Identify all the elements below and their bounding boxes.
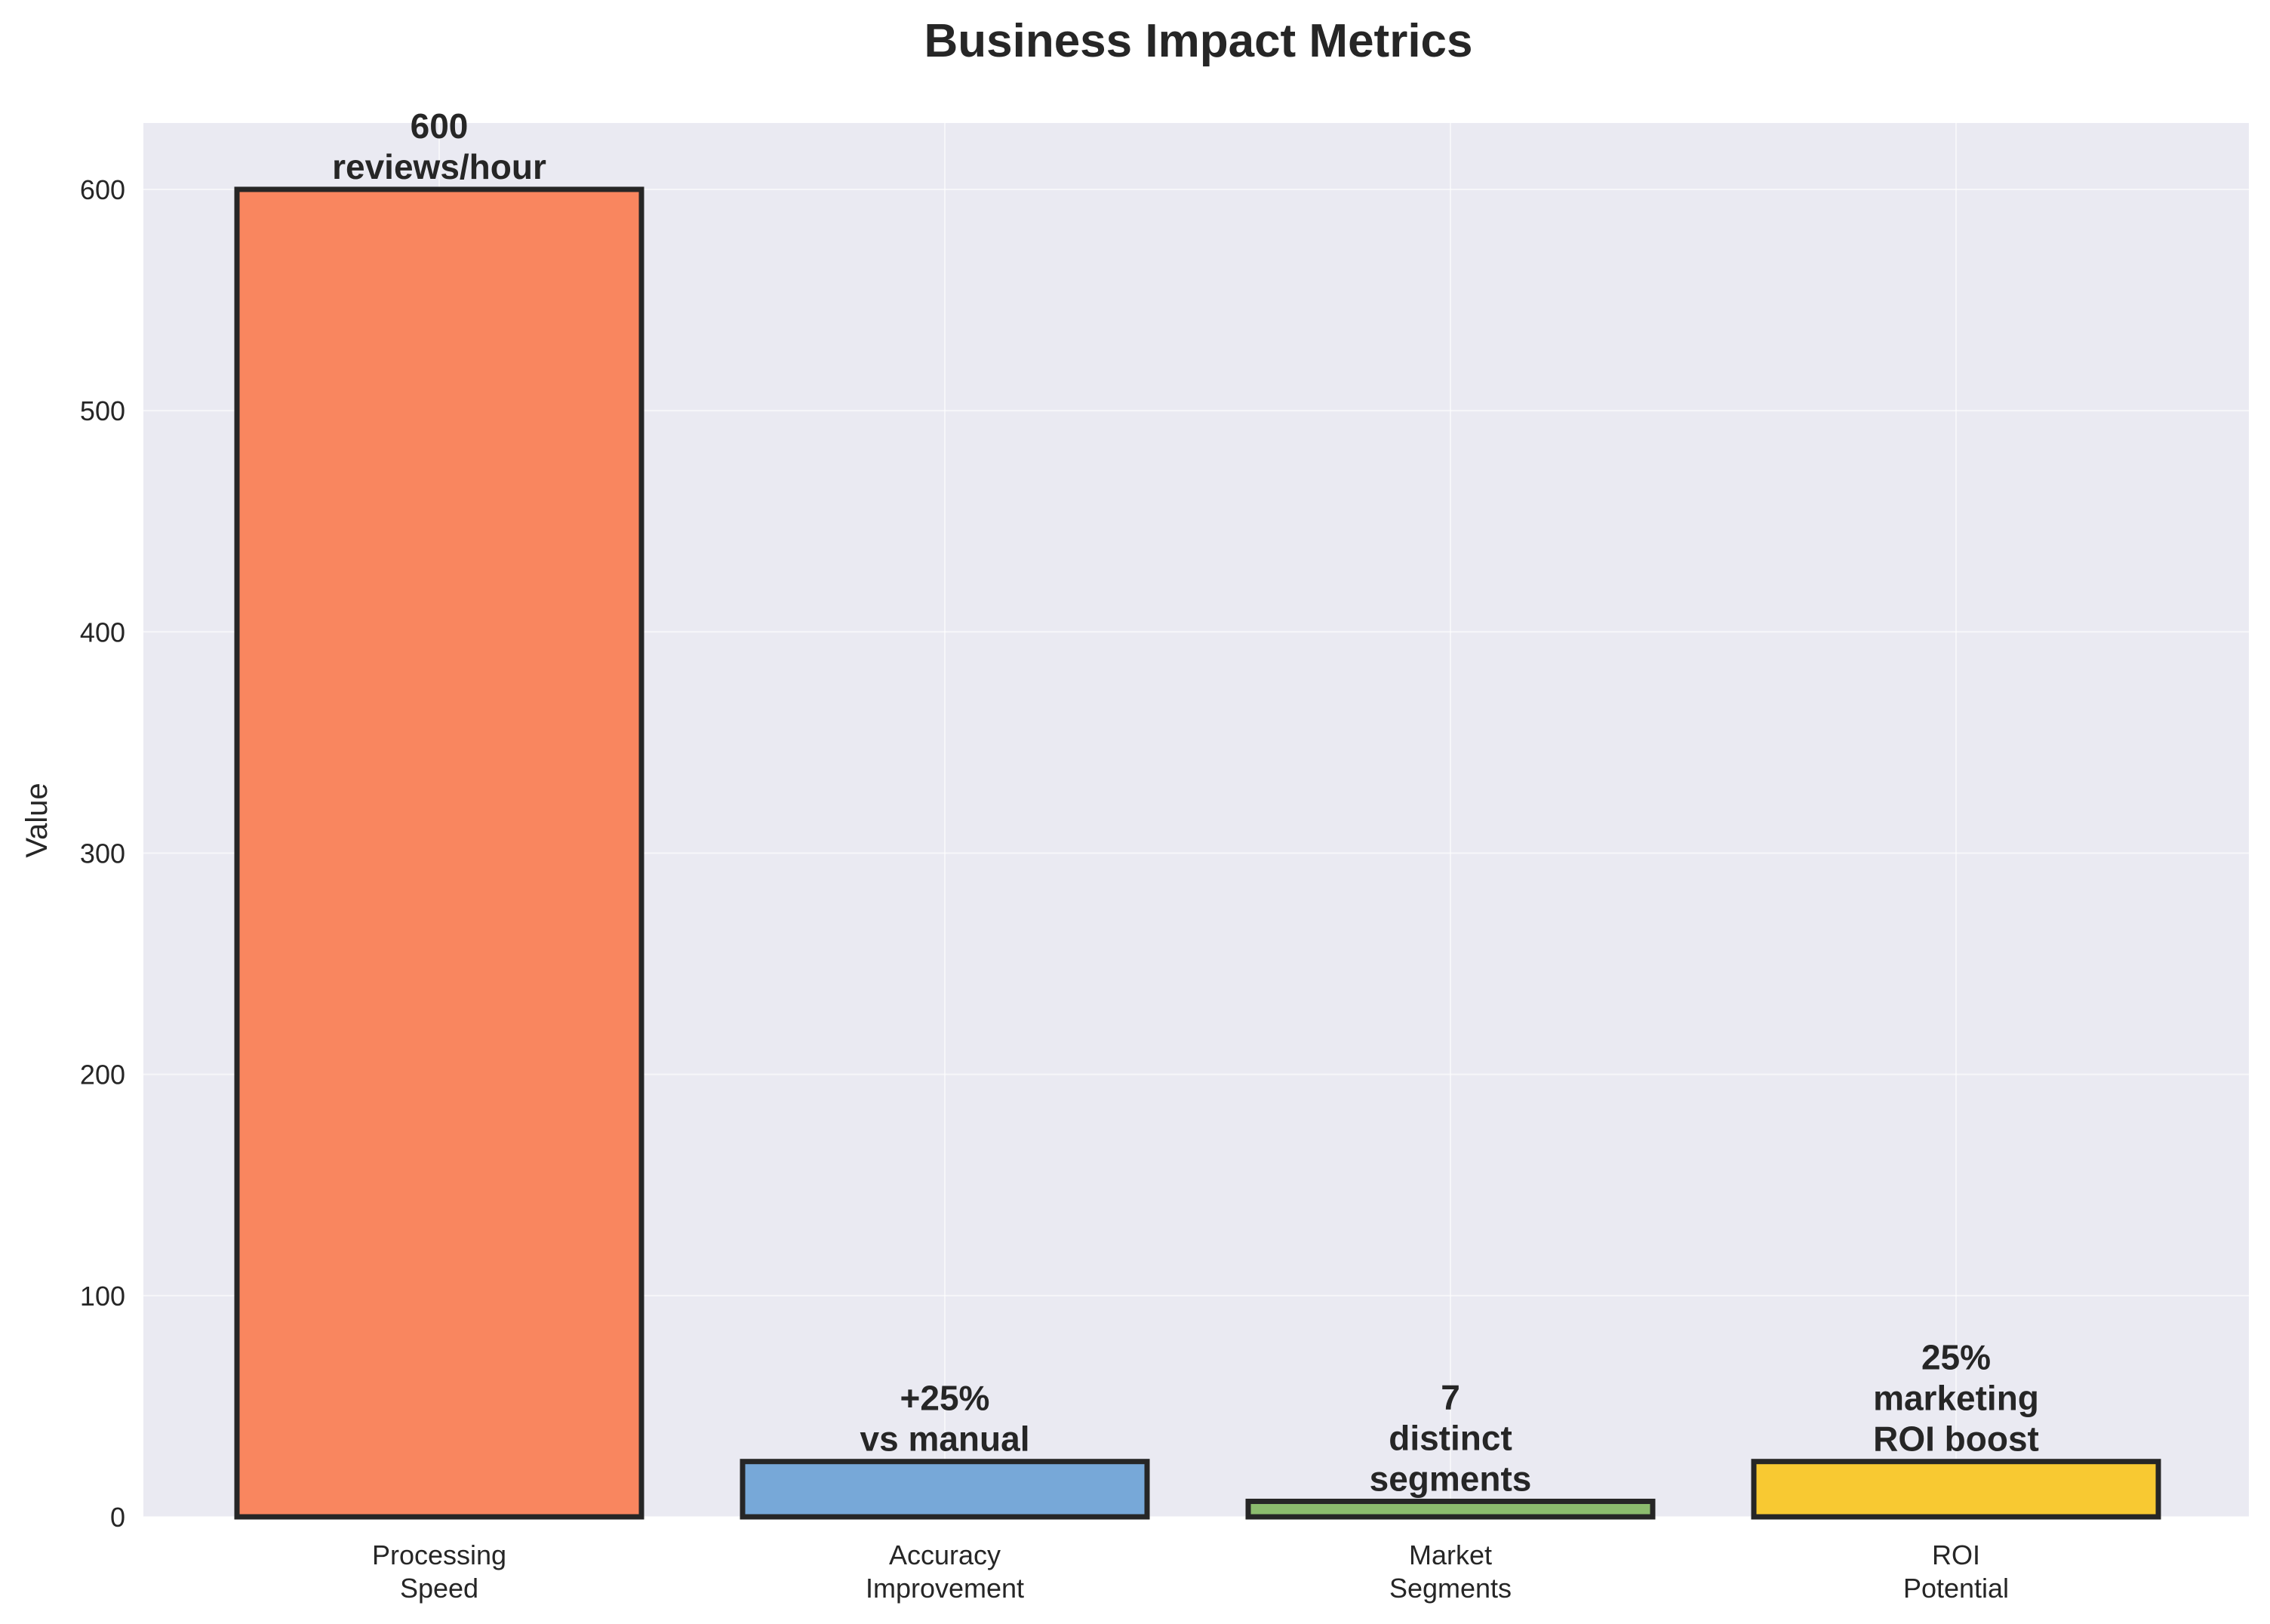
y-tick-label: 400 bbox=[80, 617, 125, 647]
y-tick-label: 0 bbox=[110, 1502, 125, 1533]
bar-labels: 600 reviews/hour +25% vs manual 7 distinct seg… bbox=[332, 106, 2039, 1499]
y-axis-ticks: 0 100 200 300 400 500 600 bbox=[80, 174, 125, 1533]
bars bbox=[234, 186, 2161, 1520]
bar-value-label: 25% marketing ROI boost bbox=[1873, 1338, 2039, 1459]
bar-value-label: +25% vs manual bbox=[860, 1379, 1030, 1459]
bar-value-label: 7 distinct segments bbox=[1370, 1377, 1532, 1498]
bar bbox=[1245, 1498, 1656, 1520]
y-tick-label: 600 bbox=[80, 174, 125, 205]
x-tick-label: Processing Speed bbox=[372, 1539, 506, 1604]
y-tick-label: 100 bbox=[80, 1281, 125, 1312]
y-tick-label: 500 bbox=[80, 395, 125, 426]
x-tick-label: ROI Potential bbox=[1903, 1539, 2009, 1604]
x-tick-label: Accuracy Improvement bbox=[866, 1539, 1024, 1604]
bar bbox=[234, 186, 644, 1520]
y-axis-label: Value bbox=[20, 783, 54, 857]
chart-title: Business Impact Metrics bbox=[924, 15, 1472, 67]
x-tick-label: Market Segments bbox=[1389, 1539, 1512, 1604]
bar bbox=[740, 1459, 1150, 1520]
bar-value-label: 600 reviews/hour bbox=[332, 106, 546, 186]
y-tick-label: 300 bbox=[80, 838, 125, 869]
y-tick-label: 200 bbox=[80, 1060, 125, 1090]
x-axis-ticks: Processing Speed Accuracy Improvement Market… bbox=[372, 1539, 2009, 1604]
bar bbox=[1751, 1459, 2161, 1520]
